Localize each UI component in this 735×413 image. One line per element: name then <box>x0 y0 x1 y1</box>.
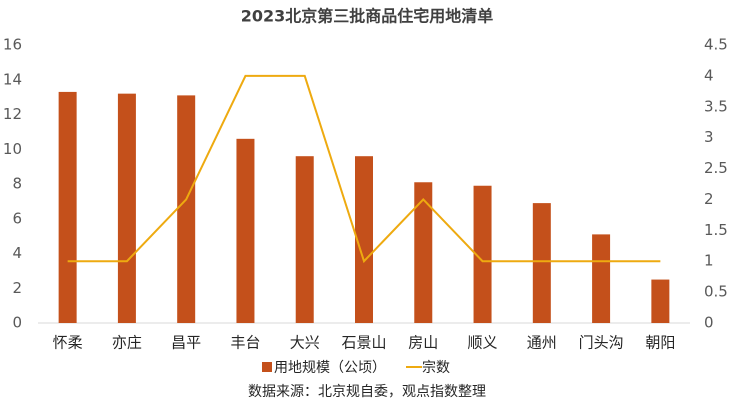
y-tick-label: 4 <box>12 244 22 262</box>
y2-tick-label: 0 <box>704 314 714 332</box>
bar <box>177 95 196 323</box>
x-tick-label: 门头沟 <box>579 334 624 352</box>
y-tick-label: 12 <box>3 105 22 123</box>
bar <box>651 279 670 323</box>
bar <box>355 156 373 323</box>
y2-tick-label: 2 <box>704 190 714 208</box>
y2-tick-label: 2.5 <box>704 159 728 177</box>
y-tick-label: 0 <box>12 314 22 332</box>
bar <box>295 156 314 323</box>
bar <box>58 91 77 323</box>
bar <box>592 234 611 323</box>
x-tick-label: 丰台 <box>230 334 260 352</box>
x-tick-label: 怀柔 <box>53 334 83 352</box>
source-note: 数据来源：北京规自委，观点指数整理 <box>248 384 486 400</box>
bar <box>236 138 255 323</box>
y-tick-label: 10 <box>3 140 22 158</box>
y-tick-label: 8 <box>12 175 22 193</box>
bar <box>532 203 551 323</box>
x-tick-label: 顺义 <box>468 334 498 352</box>
x-tick-label: 房山 <box>408 334 438 352</box>
y2-tick-label: 3.5 <box>704 97 728 115</box>
y-tick-label: 6 <box>12 209 22 227</box>
legend-swatch <box>262 362 272 372</box>
y2-tick-label: 3 <box>704 128 714 146</box>
y2-tick-label: 0.5 <box>704 283 728 301</box>
legend-label: 宗数 <box>422 360 450 376</box>
y-tick-label: 14 <box>3 70 22 88</box>
x-tick-label: 昌平 <box>171 334 201 352</box>
y2-tick-label: 4.5 <box>704 36 728 54</box>
x-tick-label: 石景山 <box>341 334 386 352</box>
bar <box>414 182 433 323</box>
y2-tick-label: 4 <box>704 66 714 84</box>
x-tick-label: 朝阳 <box>645 334 675 352</box>
legend-label: 用地规模（公顷） <box>274 360 386 376</box>
bar <box>117 93 136 324</box>
y-tick-label: 16 <box>3 36 22 54</box>
bar <box>473 185 492 323</box>
line <box>67 74 661 264</box>
y2-tick-label: 1 <box>704 252 714 270</box>
y-tick-label: 2 <box>12 279 22 297</box>
y2-tick-label: 1.5 <box>704 221 728 239</box>
x-tick-label: 亦庄 <box>112 334 142 352</box>
x-tick-label: 通州 <box>527 334 557 352</box>
chart-title: 2023北京第三批商品住宅用地清单 <box>241 7 494 26</box>
x-tick-label: 大兴 <box>290 334 320 352</box>
